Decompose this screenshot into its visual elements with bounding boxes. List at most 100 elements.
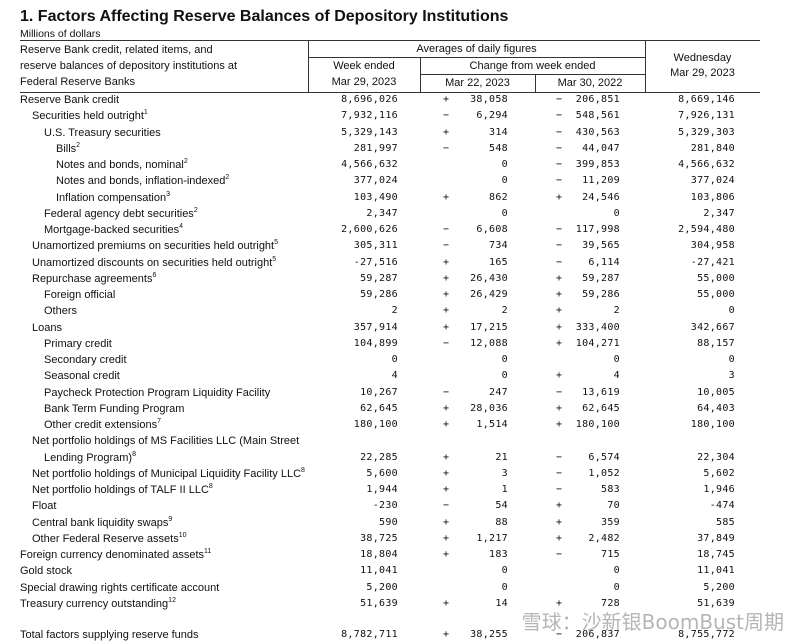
table-row: Reserve Bank credit 8,696,026 +38,058 − 206,… [0, 92, 798, 108]
cell-c1: 26,429 [470, 289, 508, 300]
cell-s1: + [443, 272, 450, 284]
cell-c1: 26,430 [470, 272, 508, 284]
cell-wed: 64,403 [697, 402, 735, 414]
cell-s1: + [443, 321, 450, 333]
label-text: Float [32, 500, 57, 513]
cell-c2: 206,851 [575, 94, 620, 105]
table-row: Net portfolio holdings of TALF II LLC8 1,… [0, 482, 798, 498]
cell-s2: + [556, 597, 563, 609]
cell-c1: 21 [495, 451, 508, 463]
cell-c1: 165 [489, 256, 508, 268]
table-row: Federal agency debt securities2 2,347 0 0 2,… [0, 206, 798, 222]
cell-c2: 715 [601, 549, 620, 560]
cell-week: 1,944 [366, 484, 398, 495]
cell-s1: + [443, 484, 450, 495]
label-text: Federal agency debt securities [44, 207, 194, 220]
cell-week: -27,516 [353, 256, 398, 268]
cell-week: 180,100 [353, 419, 398, 430]
row-label: Mortgage-backed securities4 [44, 222, 312, 238]
row-label: Net portfolio holdings of MS Facilities … [32, 433, 312, 466]
cell-s2: + [556, 337, 563, 349]
cell-week: 8,696,026 [341, 94, 398, 105]
label-text: Other Federal Reserve assets [32, 532, 179, 545]
cell-c1: 17,215 [470, 321, 508, 333]
cell-c2: 1,052 [588, 467, 620, 479]
cell-s1: + [443, 289, 450, 300]
cell-s2: + [556, 289, 563, 300]
rule [308, 40, 309, 92]
cell-week: 18,804 [360, 549, 398, 560]
cell-week: 11,041 [360, 565, 398, 577]
rule [20, 92, 760, 93]
cell-c2: 4 [613, 370, 620, 382]
cell-s2: − [556, 110, 563, 122]
cell-week: 8,782,711 [341, 629, 398, 640]
table-row: Central bank liquidity swaps9 590 +88 +359 5… [0, 515, 798, 531]
table-row: Net portfolio holdings of MS Facilities … [0, 433, 798, 466]
table-body: Reserve Bank credit 8,696,026 +38,058−206,… [0, 92, 798, 643]
cell-wed: -27,421 [690, 256, 735, 268]
cell-c2: 583 [601, 484, 620, 495]
cell-wed: 37,849 [697, 532, 735, 544]
header-stub: reserve balances of depository instituti… [20, 60, 238, 72]
row-label: Other Federal Reserve assets10 [32, 531, 312, 547]
cell-c2: 2,482 [588, 532, 620, 544]
cell-s2: + [556, 305, 563, 317]
cell-wed: 10,005 [697, 386, 735, 398]
cell-wed: 11,041 [697, 565, 735, 577]
row-label: Paycheck Protection Program Liquidity Fa… [44, 385, 312, 401]
cell-c2: 333,400 [575, 321, 620, 333]
row-label: Repurchase agreements6 [32, 271, 312, 287]
label-text: Repurchase agreements [32, 272, 153, 285]
footnote-ref: 12 [168, 596, 176, 604]
cell-c1: 2 [501, 305, 508, 317]
cell-wed: 7,926,131 [678, 110, 735, 122]
table-row: Total factors supplying reserve funds 8,7… [0, 627, 798, 643]
rule [645, 40, 646, 92]
table-row: Primary credit 104,899 − 12,088 +104,271 88,1… [0, 336, 798, 352]
cell-c2: 0 [613, 207, 620, 219]
cell-wed: 1,946 [703, 484, 735, 495]
cell-s1: − [443, 224, 450, 235]
cell-c1: 3 [501, 467, 508, 479]
header: Wednesday [673, 52, 732, 64]
cell-s1: + [443, 419, 450, 430]
label-text: Gold stock [20, 565, 72, 578]
cell-s2: + [556, 402, 563, 414]
cell-s2: + [556, 419, 563, 430]
cell-c2: 2 [613, 305, 620, 317]
label-text: U.S. Treasury securities [44, 126, 161, 139]
footnote-ref: 5 [274, 239, 279, 247]
header: Mar 29, 2023 [670, 67, 735, 79]
cell-week: 590 [379, 516, 398, 528]
label-text: Foreign official [44, 289, 116, 301]
rule [420, 57, 421, 92]
cell-s2: − [556, 142, 563, 154]
cell-week: 38,725 [360, 532, 398, 544]
cell-s2: + [556, 321, 563, 333]
cell-c1: 14 [495, 597, 508, 609]
footnote-ref: 6 [152, 271, 157, 279]
cell-c2: 59,287 [582, 272, 620, 284]
table-row: Seasonal credit 4 0 +4 3 [0, 368, 798, 384]
header-stub: Reserve Bank credit, related items, and [20, 44, 213, 56]
cell-s1: + [443, 532, 450, 544]
label-text: Treasury currency outstanding [20, 597, 169, 610]
table-row: Gold stock 11,041 0 0 11,041 [0, 563, 798, 579]
subtitle: Millions of dollars [20, 28, 101, 40]
cell-s2: − [556, 386, 563, 398]
title: 1. Factors Affecting Reserve Balances of… [20, 8, 509, 25]
cell-wed: -474 [709, 500, 735, 512]
label-text: Total factors supplying reserve funds [20, 629, 199, 641]
cell-s1: − [443, 142, 450, 154]
label-text: Others [44, 305, 78, 318]
cell-s1: + [443, 549, 450, 560]
cell-week: 7,932,116 [341, 110, 398, 122]
label-text: Unamortized discounts on securities held… [32, 256, 273, 269]
cell-c1: 38,255 [470, 629, 508, 640]
cell-wed: 281,840 [690, 142, 735, 154]
cell-s1: + [443, 305, 450, 317]
cell-s2: − [556, 467, 563, 479]
cell-c2: 117,998 [575, 224, 620, 235]
